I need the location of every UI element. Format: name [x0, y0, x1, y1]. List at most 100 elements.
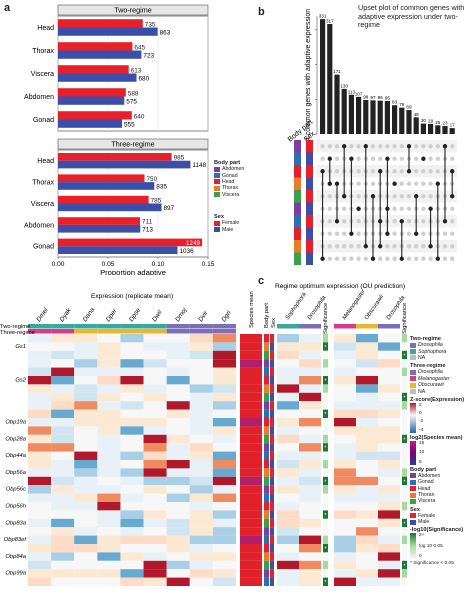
- body-part-cell: [264, 367, 269, 376]
- heat-cell: [189, 560, 213, 570]
- bar-male: [58, 182, 155, 190]
- legend-label: Viscera: [418, 498, 436, 505]
- gene-label: Obp28a: [5, 436, 26, 442]
- significance-star: *: [325, 580, 327, 586]
- legend-item: Female: [214, 220, 239, 226]
- body-part-cell: [264, 569, 269, 578]
- body-part-cell: [264, 493, 269, 502]
- heat-cell: [166, 350, 190, 360]
- heat-cell: [212, 426, 236, 435]
- ou-heat-cell: [334, 350, 356, 360]
- matrix-dot: [428, 169, 433, 174]
- body-part-cell: [264, 392, 269, 402]
- heat-cell: [120, 569, 144, 578]
- legend-swatch: [410, 513, 416, 519]
- sex-cell: [270, 376, 274, 385]
- species-mean-cell: [240, 392, 262, 402]
- data-label-female: 1249: [186, 240, 201, 247]
- significance-cell: [402, 367, 407, 376]
- matrix-dot: [370, 169, 376, 174]
- species-mean-cell: [240, 560, 262, 570]
- ou-heat-cell: [378, 493, 400, 502]
- heat-cell: [212, 350, 236, 360]
- matrix-dot: [421, 156, 426, 161]
- heat-cell: [120, 552, 144, 561]
- ou-heat-cell: [356, 367, 378, 376]
- colorbar-tick: 2+: [419, 533, 425, 539]
- ou-heat-cell: [277, 510, 299, 519]
- matrix-dot: [320, 156, 325, 161]
- heat-cell: [28, 476, 52, 486]
- upset-value-label: 317: [326, 18, 334, 23]
- matrix-dot: [341, 244, 347, 249]
- sex-cell: [270, 577, 274, 586]
- heat-cell: [97, 418, 121, 427]
- matrix-dot: [406, 244, 412, 249]
- legend-c: Two-regime Drosophila Sophophora NA Three-…: [410, 336, 474, 566]
- species-mean-cell: [240, 518, 262, 528]
- colorbar-tick: 0: [419, 411, 422, 417]
- legend-label: Female: [222, 220, 240, 227]
- significance-cell: [402, 342, 407, 351]
- heat-cell: [120, 510, 144, 519]
- set-sex-cell: [306, 202, 313, 215]
- significance-cell: [323, 476, 328, 486]
- heat-cell: [143, 384, 167, 393]
- legend-swatch: [214, 192, 220, 198]
- heat-cell: [97, 392, 121, 402]
- heat-cell: [120, 476, 144, 486]
- heat-cell: [97, 367, 121, 376]
- body-part-cell: [264, 468, 269, 477]
- heat-cell: [212, 451, 236, 460]
- heat-cell: [74, 527, 98, 536]
- matrix-dot: [428, 194, 433, 199]
- regime-two-cell: [97, 324, 121, 329]
- matrix-dot: [399, 181, 404, 186]
- significance-cell: [323, 334, 328, 343]
- set-body-part-cell: [294, 227, 301, 240]
- ou-heat-cell: [356, 476, 378, 486]
- heat-cell: [166, 485, 190, 494]
- heat-cell: [212, 535, 236, 544]
- heat-cell: [51, 401, 75, 410]
- significance-cell: [402, 544, 407, 553]
- body-part-cell: [264, 359, 269, 368]
- ou-heat-cell: [277, 384, 299, 393]
- bar-male: [58, 27, 158, 36]
- ou-heat-cell: [277, 476, 299, 486]
- ou-heat-cell: [356, 502, 378, 511]
- legend-sex: Sex Female Male: [214, 214, 239, 233]
- ou-regime-cell: [277, 324, 299, 329]
- significance-cell: [323, 434, 328, 444]
- matrix-dot: [449, 256, 455, 261]
- matrix-dot: [349, 144, 354, 149]
- heat-cell: [28, 350, 52, 360]
- col-label-body-part: Body part: [264, 303, 270, 328]
- sex-cell: [270, 384, 274, 393]
- data-label-female: 645: [134, 44, 145, 51]
- ou-heat-cell: [378, 510, 400, 519]
- ou-heat-cell: [378, 418, 400, 427]
- sex-cell: [270, 552, 274, 561]
- legend-swatch: [410, 382, 416, 388]
- ou-heat-cell: [299, 418, 321, 427]
- ou-heat-cell: [277, 460, 299, 469]
- panel-c-heatmap: Expression (replicate mean) Regime optimu…: [0, 283, 408, 586]
- matrix-dot: [428, 144, 433, 149]
- body-part-cell: [264, 350, 269, 360]
- heat-cell: [212, 552, 236, 561]
- heat-cell: [74, 392, 98, 402]
- ou-heat-cell: [356, 518, 378, 528]
- bar-male: [58, 119, 122, 128]
- data-label-male: 575: [126, 99, 137, 106]
- ou-heat-cell: [334, 485, 356, 494]
- species-label: Dana: [82, 306, 97, 323]
- matrix-dot: [392, 244, 397, 249]
- heat-cell: [120, 535, 144, 544]
- data-label-female: 985: [174, 155, 185, 162]
- header-ou: Regime optimum expression (OU prediction…: [275, 283, 405, 290]
- species-mean-cell: [240, 359, 262, 368]
- heat-cell: [97, 376, 121, 385]
- heat-cell: [74, 510, 98, 519]
- legend-swatch: [410, 389, 416, 395]
